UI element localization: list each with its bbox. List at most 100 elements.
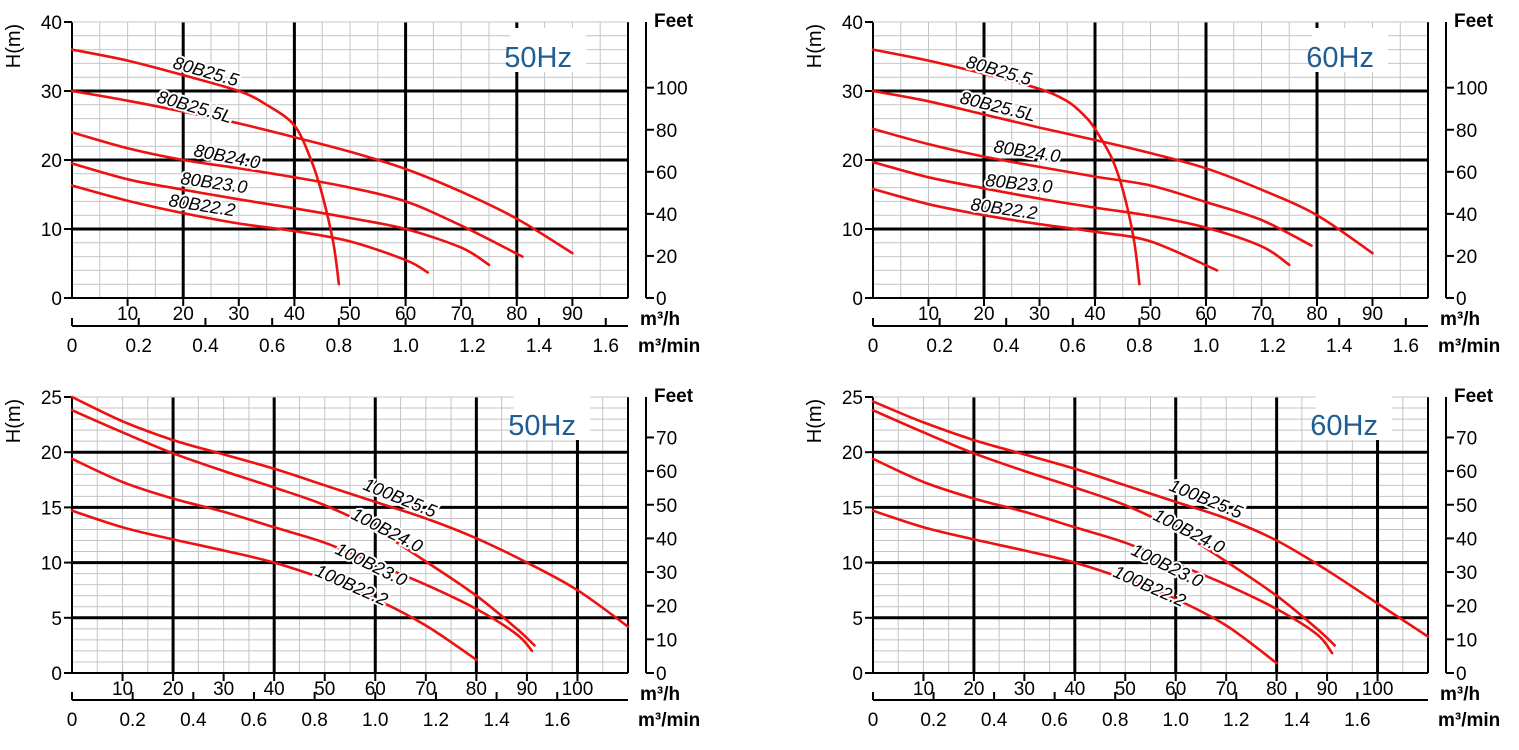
x2-tick-label: 0 bbox=[67, 710, 78, 731]
x-tick-label: 90 bbox=[1317, 679, 1338, 700]
y2-axis-label: Feet bbox=[654, 386, 694, 407]
x2-tick-label: 1.2 bbox=[1259, 336, 1285, 357]
x-tick-label: 50 bbox=[314, 679, 335, 700]
x2-tick-label: 0.8 bbox=[326, 336, 352, 357]
x2-tick-label: 0.6 bbox=[1041, 710, 1067, 731]
x-tick-label: 20 bbox=[973, 304, 994, 325]
x-tick-label: 100 bbox=[1362, 679, 1394, 700]
x2-tick-label: 0.6 bbox=[1060, 336, 1086, 357]
y2-tick-label: 10 bbox=[656, 630, 677, 651]
y-tick-label: 10 bbox=[842, 554, 863, 575]
x-tick-label: 60 bbox=[365, 679, 386, 700]
frequency-label-box bbox=[1312, 28, 1388, 72]
y-tick-label: 0 bbox=[51, 664, 62, 685]
x-tick-label: 10 bbox=[112, 679, 133, 700]
series-label: 80B25.5 bbox=[171, 53, 242, 91]
series-line bbox=[70, 509, 478, 662]
y2-tick-label: 60 bbox=[1456, 462, 1477, 483]
y2-axis-label: Feet bbox=[1454, 386, 1494, 407]
y2-tick-label: 40 bbox=[1456, 205, 1477, 226]
x-tick-label: 60 bbox=[1195, 304, 1216, 325]
y2-tick-label: 60 bbox=[656, 163, 677, 184]
x2-tick-label: 1.4 bbox=[526, 336, 553, 357]
y-tick-label: 10 bbox=[842, 220, 863, 241]
series-label: 80B25.5L bbox=[155, 87, 235, 127]
x2-tick-label: 0.4 bbox=[981, 710, 1008, 731]
series-line bbox=[70, 162, 491, 267]
x-tick-label: 30 bbox=[1014, 679, 1035, 700]
x-tick-label: 70 bbox=[451, 304, 472, 325]
y2-tick-label: 40 bbox=[656, 205, 677, 226]
y2-tick-label: 60 bbox=[656, 462, 677, 483]
x-tick-label: 90 bbox=[516, 679, 537, 700]
x2-tick-label: 1.4 bbox=[1284, 710, 1311, 731]
chart-panel: 0 5 10 15 20 25 H(m) 0 10 20 30 40 50 60 70 Feet 10 20 30 4… bbox=[804, 386, 1500, 731]
x2-tick-label: 1.2 bbox=[459, 336, 485, 357]
x-axis-label: m³/h bbox=[640, 309, 680, 330]
y2-tick-label: 0 bbox=[1456, 289, 1467, 310]
series-line bbox=[70, 408, 536, 647]
x-tick-label: 70 bbox=[415, 679, 436, 700]
y2-tick-label: 70 bbox=[1456, 428, 1477, 449]
x2-axis-label: m³/min bbox=[638, 710, 700, 731]
x2-tick-label: 0.8 bbox=[301, 710, 327, 731]
x-tick-label: 40 bbox=[1064, 679, 1085, 700]
x2-tick-label: 1.0 bbox=[362, 710, 388, 731]
x2-tick-label: 0.4 bbox=[192, 336, 219, 357]
frequency-label-box bbox=[514, 396, 590, 440]
x-tick-label: 40 bbox=[1084, 304, 1105, 325]
x-tick-label: 70 bbox=[1216, 679, 1237, 700]
x2-tick-label: 0.6 bbox=[259, 336, 285, 357]
y2-tick-label: 40 bbox=[1456, 529, 1477, 550]
y2-tick-label: 60 bbox=[1456, 163, 1477, 184]
x-tick-label: 10 bbox=[918, 304, 939, 325]
x-tick-label: 80 bbox=[1306, 304, 1327, 325]
chart-panel: 0 5 10 15 20 25 H(m) 0 10 20 30 40 50 60 70 Feet 10 20 30 4… bbox=[3, 386, 700, 731]
y2-tick-label: 0 bbox=[656, 664, 667, 685]
x2-tick-label: 0.6 bbox=[241, 710, 267, 731]
x-tick-label: 80 bbox=[1266, 679, 1287, 700]
y-axis-label: H(m) bbox=[3, 399, 25, 443]
series-line bbox=[70, 48, 341, 286]
series-line bbox=[871, 509, 1278, 665]
x2-tick-label: 1.2 bbox=[423, 710, 449, 731]
x-tick-label: 90 bbox=[1362, 304, 1383, 325]
y-tick-label: 30 bbox=[842, 82, 863, 103]
series-line bbox=[871, 408, 1336, 647]
x-axis-label: m³/h bbox=[1440, 684, 1480, 705]
x-tick-label: 50 bbox=[339, 304, 360, 325]
x-tick-label: 50 bbox=[1115, 679, 1136, 700]
x-tick-label: 80 bbox=[506, 304, 527, 325]
x-tick-label: 20 bbox=[163, 679, 184, 700]
frequency-label: 50Hz bbox=[504, 42, 572, 74]
x2-tick-label: 0 bbox=[868, 710, 879, 731]
y2-tick-label: 70 bbox=[656, 428, 677, 449]
y-tick-label: 0 bbox=[852, 664, 863, 685]
y-tick-label: 30 bbox=[41, 82, 62, 103]
x2-tick-label: 0 bbox=[67, 336, 78, 357]
x2-axis-label: m³/min bbox=[638, 336, 700, 357]
y-axis-label: H(m) bbox=[3, 24, 25, 68]
x2-tick-label: 1.6 bbox=[1344, 710, 1370, 731]
y-tick-label: 5 bbox=[852, 609, 863, 630]
y2-tick-label: 0 bbox=[1456, 664, 1467, 685]
frequency-label-box bbox=[510, 28, 586, 72]
chart-panel: 0 10 20 30 40 H(m) 0 20 40 60 80 100 Feet 10 20 30 40 50 6… bbox=[3, 11, 700, 357]
x2-tick-label: 0.2 bbox=[126, 336, 152, 357]
x-tick-label: 60 bbox=[1165, 679, 1186, 700]
y-tick-label: 40 bbox=[842, 13, 863, 34]
x2-axis-label: m³/min bbox=[1438, 336, 1500, 357]
y-axis-label: H(m) bbox=[804, 24, 826, 68]
series-line bbox=[871, 48, 1141, 286]
x2-tick-label: 0 bbox=[868, 336, 879, 357]
y-tick-label: 25 bbox=[41, 388, 62, 409]
y-tick-label: 5 bbox=[51, 609, 62, 630]
x2-tick-label: 0.8 bbox=[1126, 336, 1152, 357]
x-tick-label: 100 bbox=[562, 679, 594, 700]
series-line bbox=[871, 127, 1313, 247]
x-tick-label: 10 bbox=[117, 304, 138, 325]
x-tick-label: 70 bbox=[1251, 304, 1272, 325]
series-label: 80B24.0 bbox=[992, 136, 1061, 166]
